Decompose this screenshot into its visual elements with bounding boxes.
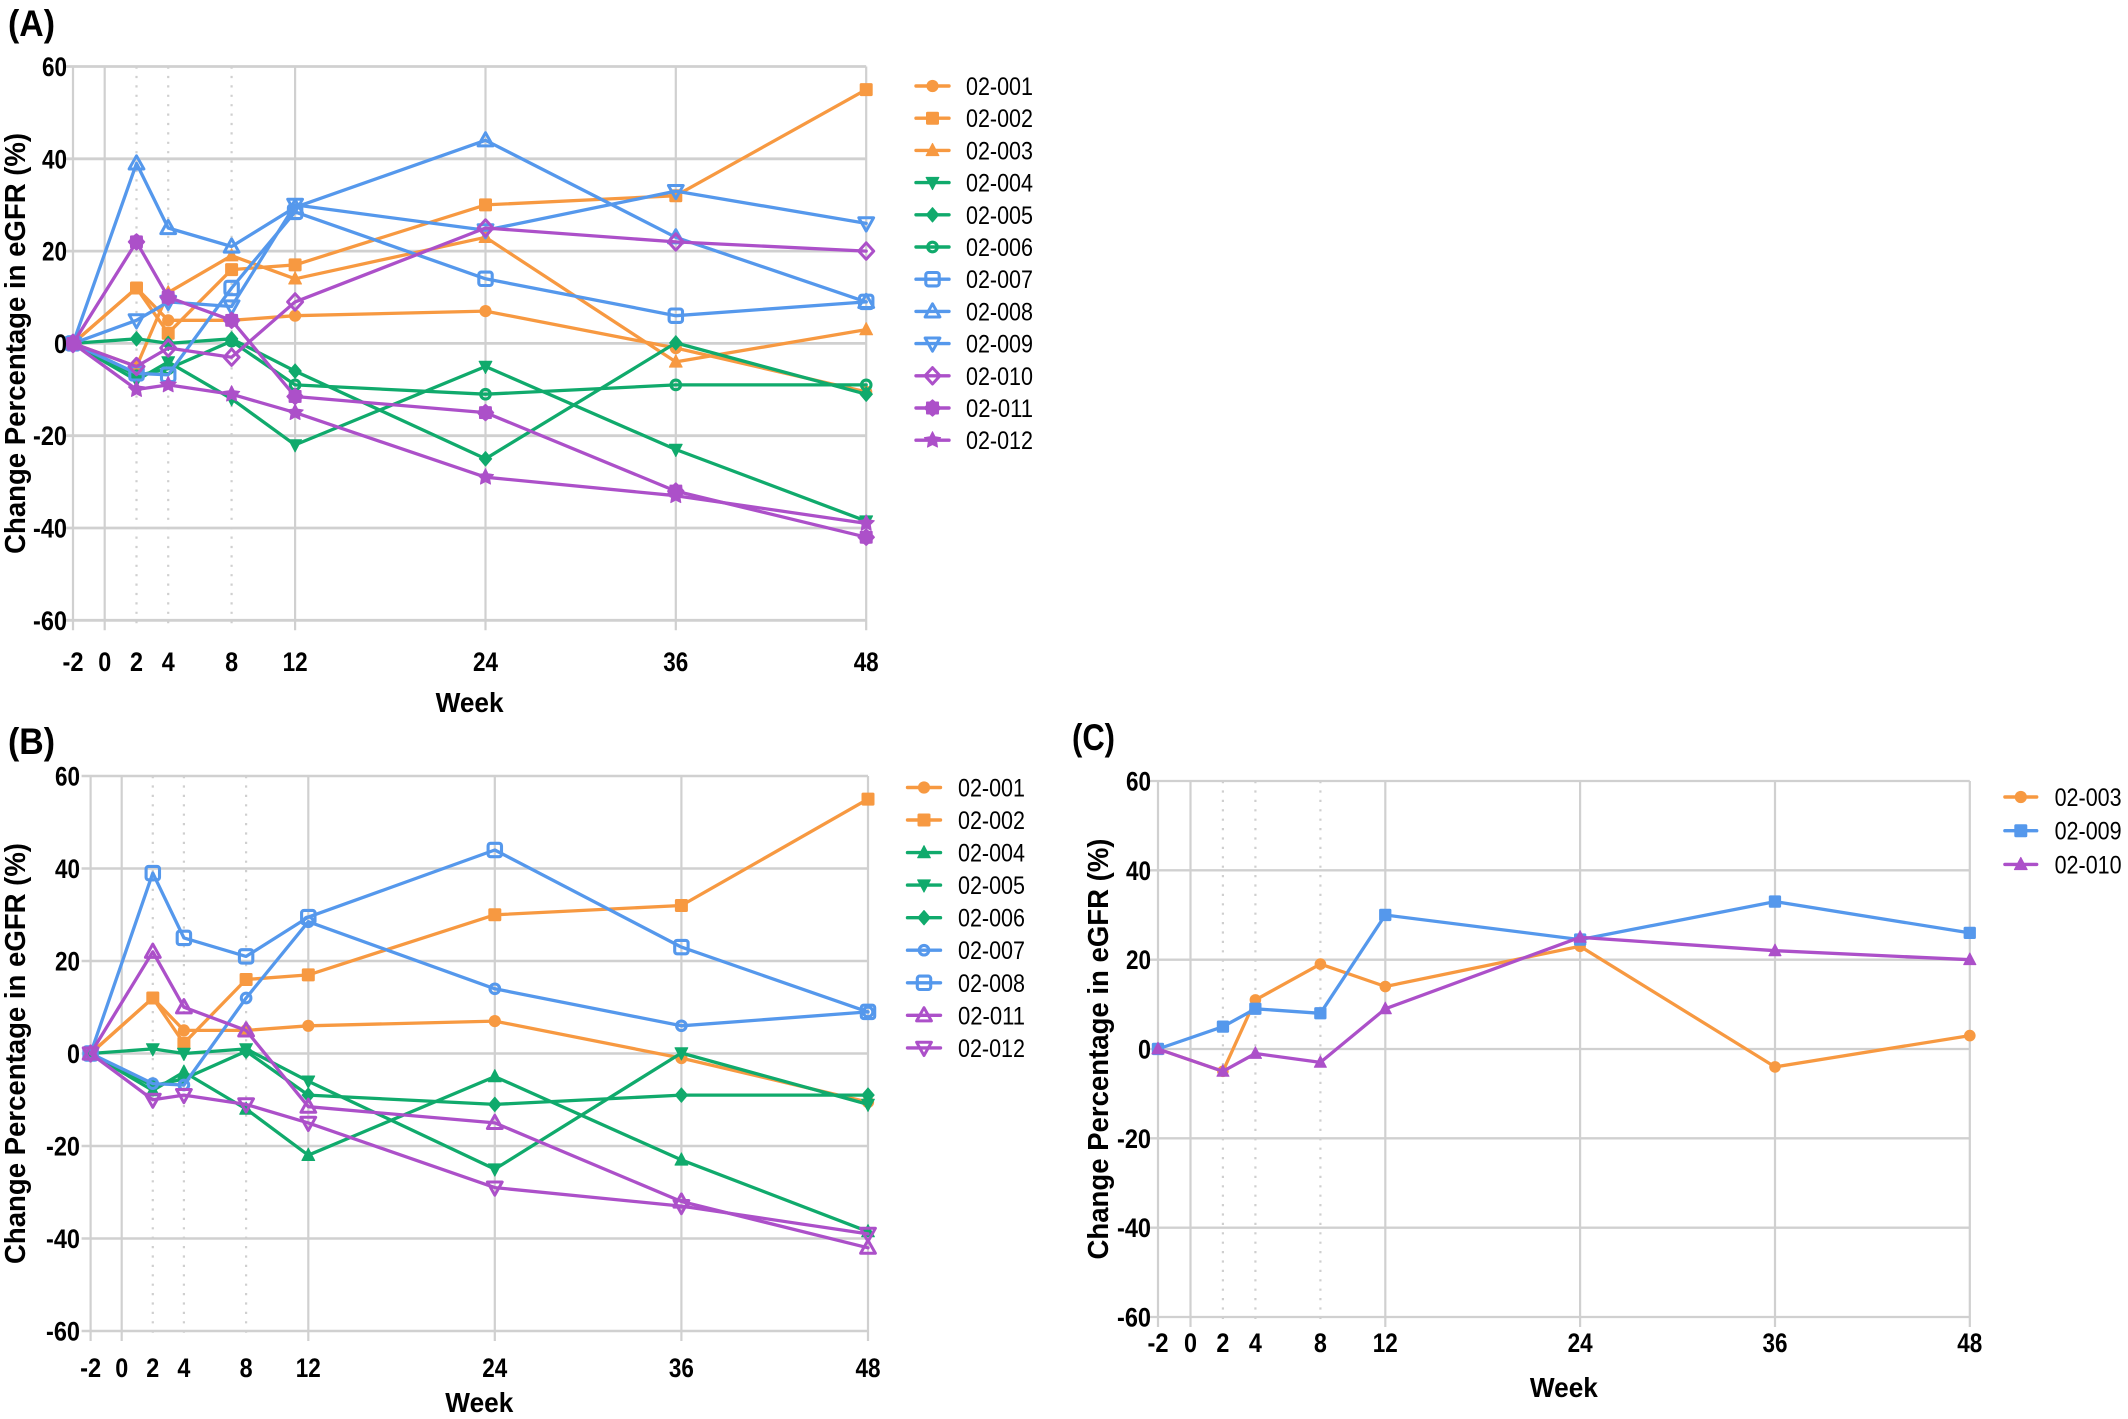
svg-text:2: 2 [1216,1328,1229,1358]
svg-text:0: 0 [115,1353,128,1383]
svg-text:36: 36 [663,647,688,677]
svg-text:-20: -20 [33,421,67,451]
svg-text:02-005: 02-005 [966,202,1033,230]
svg-text:02-007: 02-007 [958,937,1025,965]
svg-text:4: 4 [1249,1328,1262,1358]
svg-text:12: 12 [296,1353,321,1383]
svg-text:24: 24 [1568,1328,1593,1358]
svg-text:0: 0 [67,1039,80,1069]
svg-text:02-003: 02-003 [2055,784,2122,812]
svg-text:Week: Week [445,1387,513,1414]
svg-text:-60: -60 [1117,1303,1151,1333]
svg-text:40: 40 [55,854,80,884]
svg-text:-40: -40 [46,1224,80,1254]
svg-text:02-001: 02-001 [966,73,1033,101]
svg-text:-40: -40 [33,514,67,544]
svg-text:02-012: 02-012 [966,427,1033,455]
svg-text:Change Percentage in eGFR (%): Change Percentage in eGFR (%) [1083,839,1115,1260]
svg-text:-40: -40 [1117,1213,1151,1243]
svg-text:02-008: 02-008 [958,970,1025,998]
svg-text:0: 0 [54,329,67,359]
svg-text:36: 36 [1763,1328,1788,1358]
svg-text:02-006: 02-006 [966,234,1033,262]
svg-text:02-011: 02-011 [966,395,1033,423]
svg-text:40: 40 [1126,856,1151,886]
svg-text:02-011: 02-011 [958,1002,1025,1030]
svg-text:(A): (A) [8,3,55,44]
svg-text:02-010: 02-010 [966,363,1033,391]
svg-text:(B): (B) [8,721,55,762]
svg-text:-2: -2 [1148,1328,1169,1358]
svg-text:20: 20 [1126,945,1151,975]
svg-text:60: 60 [55,762,80,792]
svg-text:02-002: 02-002 [958,807,1025,835]
svg-text:02-005: 02-005 [958,872,1025,900]
svg-text:40: 40 [42,144,67,174]
svg-text:(C): (C) [1072,717,1115,758]
svg-text:-20: -20 [46,1132,80,1162]
svg-text:-2: -2 [80,1353,101,1383]
svg-text:12: 12 [283,647,308,677]
svg-text:-20: -20 [1117,1124,1151,1154]
svg-text:4: 4 [162,647,175,677]
svg-text:-60: -60 [46,1317,80,1347]
svg-text:48: 48 [854,647,879,677]
svg-text:02-007: 02-007 [966,266,1033,294]
svg-text:Week: Week [1530,1372,1598,1403]
svg-text:Change Percentage in eGFR (%): Change Percentage in eGFR (%) [0,843,32,1264]
svg-text:02-001: 02-001 [958,775,1025,803]
svg-text:0: 0 [1138,1035,1151,1065]
svg-text:02-009: 02-009 [2055,818,2122,846]
svg-text:02-004: 02-004 [966,170,1033,198]
svg-text:-2: -2 [63,647,84,677]
svg-text:4: 4 [177,1353,190,1383]
svg-text:8: 8 [1314,1328,1327,1358]
svg-text:02-010: 02-010 [2055,851,2122,879]
svg-text:20: 20 [42,237,67,267]
svg-text:48: 48 [856,1353,881,1383]
svg-text:24: 24 [482,1353,507,1383]
svg-text:12: 12 [1373,1328,1398,1358]
svg-text:20: 20 [55,947,80,977]
svg-text:0: 0 [98,647,111,677]
svg-text:8: 8 [240,1353,253,1383]
svg-text:0: 0 [1184,1328,1197,1358]
svg-text:60: 60 [42,52,67,82]
svg-text:Week: Week [436,687,504,718]
svg-text:02-008: 02-008 [966,298,1033,326]
svg-text:-60: -60 [33,606,67,636]
svg-text:02-003: 02-003 [966,137,1033,165]
svg-text:02-002: 02-002 [966,105,1033,133]
svg-text:24: 24 [473,647,498,677]
svg-text:Change Percentage in eGFR (%): Change Percentage in eGFR (%) [0,133,32,554]
svg-text:60: 60 [1126,767,1151,797]
svg-text:02-009: 02-009 [966,331,1033,359]
svg-text:8: 8 [225,647,238,677]
svg-text:48: 48 [1957,1328,1982,1358]
svg-text:36: 36 [669,1353,694,1383]
svg-text:2: 2 [146,1353,159,1383]
svg-text:02-004: 02-004 [958,840,1025,868]
svg-text:02-012: 02-012 [958,1035,1025,1063]
svg-text:2: 2 [130,647,143,677]
svg-text:02-006: 02-006 [958,905,1025,933]
